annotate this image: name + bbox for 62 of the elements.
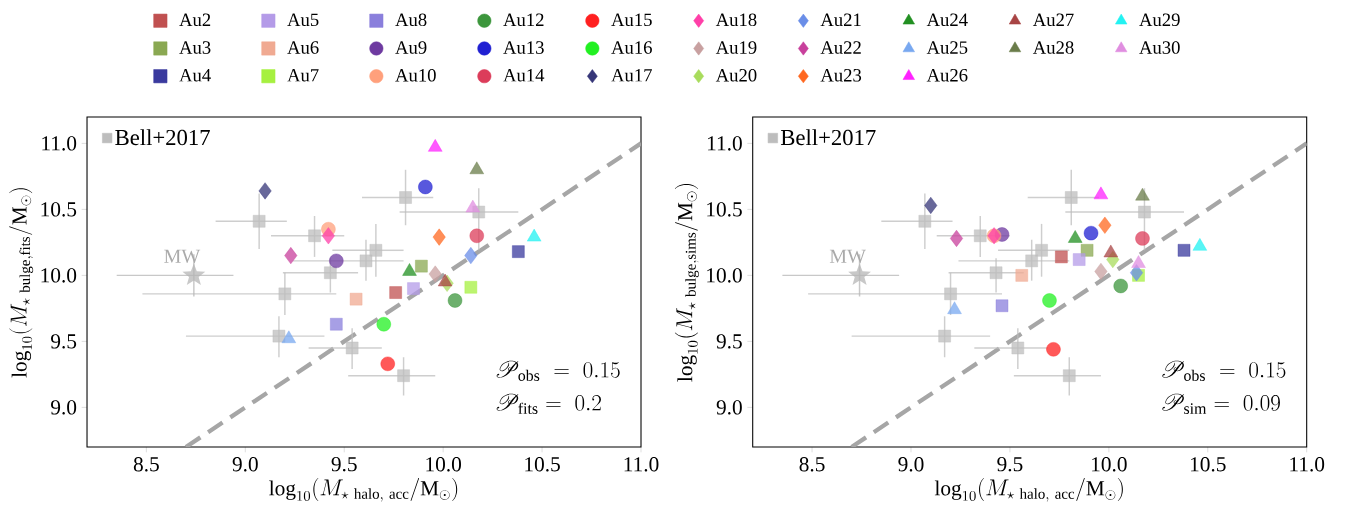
- legend-label: Au22: [820, 41, 861, 54]
- y-tick-label: 9.0: [716, 400, 742, 415]
- legend-label: Au3: [179, 41, 211, 54]
- legend-label: Au26: [926, 69, 968, 82]
- legend-label: Au9: [395, 41, 427, 54]
- legend-label: Au2: [179, 13, 211, 27]
- x-axis-title: $\mathrm{log}_{10}(M_{\star\ \mathrm{halo,\ acc}}/\mathrm{M}_{\odot})$: [269, 478, 458, 502]
- annotation: $\mathscr{P}_{\mathrm{obs}}\;=\;0.15$: [1162, 360, 1286, 381]
- x-tick-label: 10.0: [426, 457, 461, 472]
- x-tick-label: 9.0: [232, 457, 258, 472]
- legend-label: Au8: [395, 13, 427, 27]
- legend-label: Au7: [287, 69, 319, 82]
- legend-label: Au15: [611, 13, 652, 27]
- legend-label: Au6: [287, 41, 319, 54]
- x-tick-label: 10.0: [1092, 457, 1127, 472]
- annotation: $\mathscr{P}_{\mathrm{fits}}=\;0.2$: [496, 393, 601, 414]
- annotation: $\mathscr{P}_{\mathrm{obs}}\;=\;0.15$: [496, 360, 620, 381]
- y-tick-label: 9.5: [716, 334, 742, 349]
- y-axis-title: $\mathrm{log}_{10}(M_{\star\ \mathrm{bulge,sims}}/\mathrm{M}_{\odot})$: [674, 184, 699, 382]
- legend-label: Au5: [287, 13, 319, 27]
- legend-label: Au30: [1139, 41, 1180, 54]
- x-tick-label: 11.0: [624, 457, 659, 472]
- y-tick-label: 10.5: [707, 202, 742, 217]
- legend-label: Au16: [611, 41, 652, 54]
- y-tick-label: 9.0: [51, 400, 77, 415]
- y-tick-label: 10.5: [41, 202, 77, 217]
- legend-label: Au24: [926, 13, 968, 27]
- legend-label: Au14: [503, 69, 545, 82]
- y-tick-label: 10.0: [41, 268, 77, 283]
- x-tick-label: 10.5: [525, 457, 560, 472]
- legend-label: Au17: [611, 69, 652, 82]
- legend-label: Au12: [503, 13, 544, 27]
- y-tick-label: 9.5: [51, 334, 77, 349]
- legend-label: Au13: [503, 41, 544, 54]
- y-tick-label: 10.0: [707, 268, 742, 283]
- legend-label: Bell+2017: [780, 129, 876, 146]
- y-tick-label: 11.0: [708, 136, 742, 151]
- legend-label: Au27: [1032, 13, 1074, 27]
- legend-label: Au19: [715, 41, 757, 54]
- y-tick-label: 11.0: [42, 136, 77, 151]
- x-tick-label: 11.0: [1290, 457, 1325, 472]
- x-tick-label: 9.5: [997, 457, 1023, 472]
- annotation: MW: [164, 249, 201, 264]
- x-axis-title: $\mathrm{log}_{10}(M_{\star\ \mathrm{halo,\ acc}}/\mathrm{M}_{\odot})$: [934, 478, 1123, 502]
- legend-label: Au25: [926, 41, 968, 54]
- annotation: MW: [829, 249, 866, 264]
- x-tick-label: 9.5: [331, 457, 357, 472]
- legend-label: Au28: [1032, 41, 1074, 54]
- legend-label: Au10: [395, 69, 436, 82]
- x-tick-label: 8.5: [799, 457, 825, 472]
- legend-label: Au23: [820, 69, 862, 82]
- legend-label: Au4: [179, 69, 211, 82]
- legend-label: Bell+2017: [115, 129, 210, 146]
- y-axis-title: $\mathrm{log}_{10}(M_{\star\ \mathrm{bulge,fits}}/\mathrm{M}_{\odot})$: [9, 188, 34, 378]
- legend-label: Au21: [820, 13, 861, 27]
- x-tick-label: 8.5: [133, 457, 159, 472]
- annotation: $\mathscr{P}_{\mathrm{sim}}=\;0.09$: [1162, 393, 1280, 414]
- legend-label: Au20: [715, 69, 757, 82]
- legend-label: Au29: [1139, 13, 1180, 27]
- legend-label: Au18: [715, 13, 757, 27]
- x-tick-label: 9.0: [898, 457, 924, 472]
- x-tick-label: 10.5: [1190, 457, 1226, 472]
